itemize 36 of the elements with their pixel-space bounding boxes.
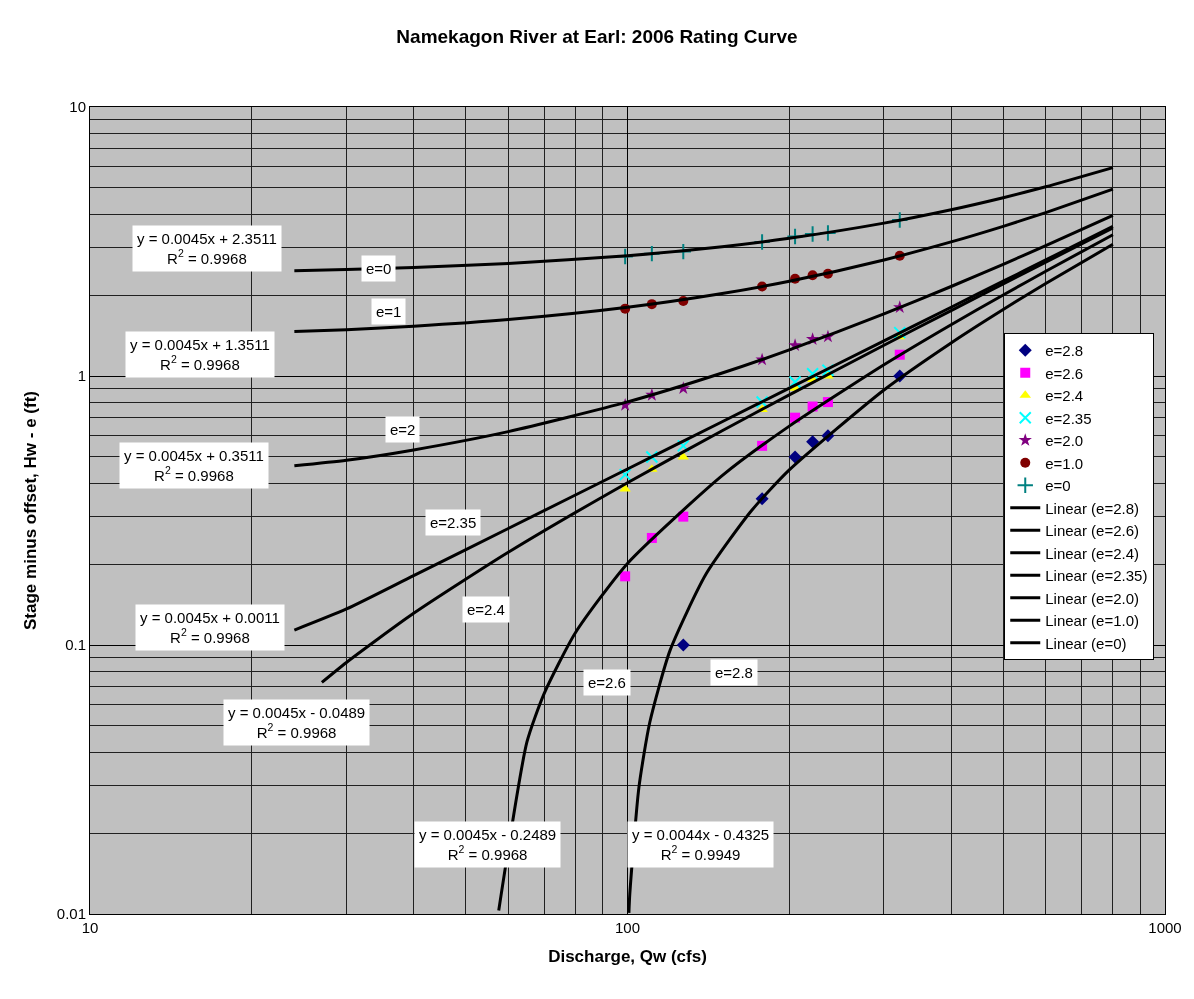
annotation: e=2.8 bbox=[715, 664, 753, 681]
annotation: e=0 bbox=[366, 260, 392, 277]
annotation: y = 0.0044x - 0.4325 R$^{2}$ = 0.9949 bbox=[632, 826, 770, 863]
legend-label: Linear (e=2.4) bbox=[1045, 544, 1140, 562]
legend-label: Linear (e=2.8) bbox=[1045, 499, 1140, 517]
annotation: y = 0.0045x + 0.0011 R$^{2}$ = 0.9968 bbox=[140, 609, 280, 646]
annotation: e=2.6 bbox=[588, 674, 626, 691]
legend-label: e=2.35 bbox=[1045, 409, 1092, 427]
legend-label: e=2.4 bbox=[1045, 387, 1084, 405]
legend-label: Linear (e=2.0) bbox=[1045, 589, 1140, 607]
annotation: y = 0.0045x - 0.0489 R$^{2}$ = 0.9968 bbox=[228, 704, 366, 741]
legend-label: Linear (e=1.0) bbox=[1045, 612, 1140, 630]
y-tick-label: 10 bbox=[69, 98, 86, 116]
legend-label: Linear (e=2.35) bbox=[1045, 567, 1148, 585]
y-tick-label: 1 bbox=[77, 367, 86, 385]
annotation: e=1 bbox=[376, 303, 402, 320]
legend-label: e=2.0 bbox=[1045, 432, 1084, 450]
x-tick-label: 1000 bbox=[1148, 919, 1182, 936]
chart-title: Namekagon River at Earl: 2006 Rating Curve bbox=[396, 26, 798, 48]
annotation: e=2.35 bbox=[430, 514, 477, 531]
x-axis-title: Discharge, Qw (cfs) bbox=[548, 947, 707, 967]
annotation: y = 0.0045x - 0.2489 R$^{2}$ = 0.9968 bbox=[419, 826, 557, 863]
annotation: y = 0.0045x + 2.3511 R$^{2}$ = 0.9968 bbox=[137, 230, 277, 267]
legend-label: Linear (e=2.6) bbox=[1045, 522, 1140, 540]
y-tick-label: 0.1 bbox=[65, 636, 86, 654]
y-axis-title: Stage minus offset, Hw - e (ft) bbox=[21, 391, 41, 630]
legend-label: e=2.8 bbox=[1045, 342, 1084, 360]
legend-label: Linear (e=0) bbox=[1045, 634, 1127, 652]
x-tick-label: 100 bbox=[614, 919, 641, 936]
annotation: y = 0.0045x + 0.3511 R$^{2}$ = 0.9968 bbox=[124, 447, 264, 484]
legend-label: e=0 bbox=[1045, 477, 1071, 495]
annotation: y = 0.0045x + 1.3511 R$^{2}$ = 0.9968 bbox=[130, 336, 270, 373]
legend-label: e=1.0 bbox=[1045, 454, 1084, 472]
annotation: e=2 bbox=[390, 421, 416, 438]
legend-label: e=2.6 bbox=[1045, 364, 1084, 382]
annotation: e=2.4 bbox=[467, 601, 505, 618]
